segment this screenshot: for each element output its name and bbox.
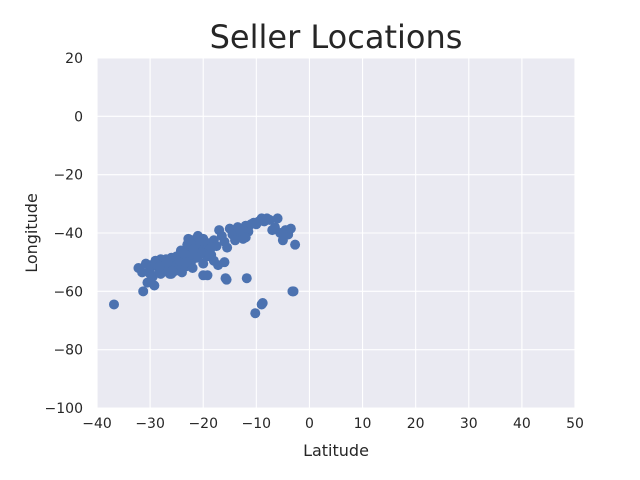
scatter-point — [240, 232, 251, 243]
scatter-point — [162, 257, 173, 268]
scatter-point — [181, 257, 192, 268]
x-tick-label: −10 — [242, 416, 272, 432]
scatter-point — [241, 273, 252, 284]
scatter-point — [187, 263, 198, 273]
x-tick-label: −30 — [135, 416, 165, 432]
scatter-point — [154, 261, 165, 272]
scatter-point — [167, 265, 178, 276]
scatter-point — [256, 299, 267, 310]
scatter-point — [213, 260, 224, 271]
scatter-point — [264, 214, 275, 225]
y-tick-label: 20 — [65, 51, 83, 67]
scatter-point — [140, 258, 151, 269]
scatter-point — [197, 235, 208, 246]
scatter-point — [176, 267, 187, 278]
y-tick-label: −60 — [53, 284, 83, 300]
x-tick-label: −40 — [82, 416, 112, 432]
scatter-point — [222, 242, 233, 253]
chart-title: Seller Locations — [210, 18, 463, 56]
x-tick-label: 40 — [513, 416, 531, 432]
scatter-point — [138, 286, 149, 297]
x-axis-label: Latitude — [303, 441, 369, 460]
y-tick-label: −80 — [53, 343, 83, 359]
scatter-point — [230, 235, 241, 246]
x-tick-label: 50 — [566, 416, 584, 432]
scatter-point — [235, 225, 246, 236]
scatter-point — [221, 274, 232, 285]
scatter-point — [198, 258, 209, 269]
scatter-point — [108, 299, 119, 310]
y-axis-ticks: 20 0 −20 −40 −60 −80 −100 — [45, 51, 83, 417]
scatter-point — [137, 267, 148, 278]
scatter-point — [287, 286, 298, 297]
x-tick-label: 10 — [354, 416, 372, 432]
scatter-point — [178, 248, 189, 259]
scatter-point — [272, 213, 283, 224]
x-tick-label: 30 — [460, 416, 478, 432]
x-tick-label: 20 — [407, 416, 425, 432]
data-points — [108, 213, 301, 319]
scatter-point — [145, 268, 156, 279]
scatter-point — [188, 244, 199, 255]
scatter-point — [285, 223, 296, 234]
y-tick-label: 0 — [74, 109, 83, 125]
scatter-point — [206, 242, 217, 253]
scatter-point — [149, 280, 160, 291]
grid — [96, 57, 576, 409]
scatter-point — [202, 270, 213, 281]
y-tick-label: −40 — [53, 226, 83, 242]
y-tick-label: −100 — [45, 401, 83, 417]
x-tick-label: 0 — [305, 416, 314, 432]
y-tick-label: −20 — [53, 168, 83, 184]
scatter-point — [250, 308, 261, 319]
scatter-point — [290, 239, 301, 250]
x-axis-ticks: −40 −30 −20 −10 0 10 20 30 40 50 — [82, 416, 584, 432]
y-axis-label: Longitude — [22, 193, 41, 273]
x-tick-label: −20 — [188, 416, 218, 432]
